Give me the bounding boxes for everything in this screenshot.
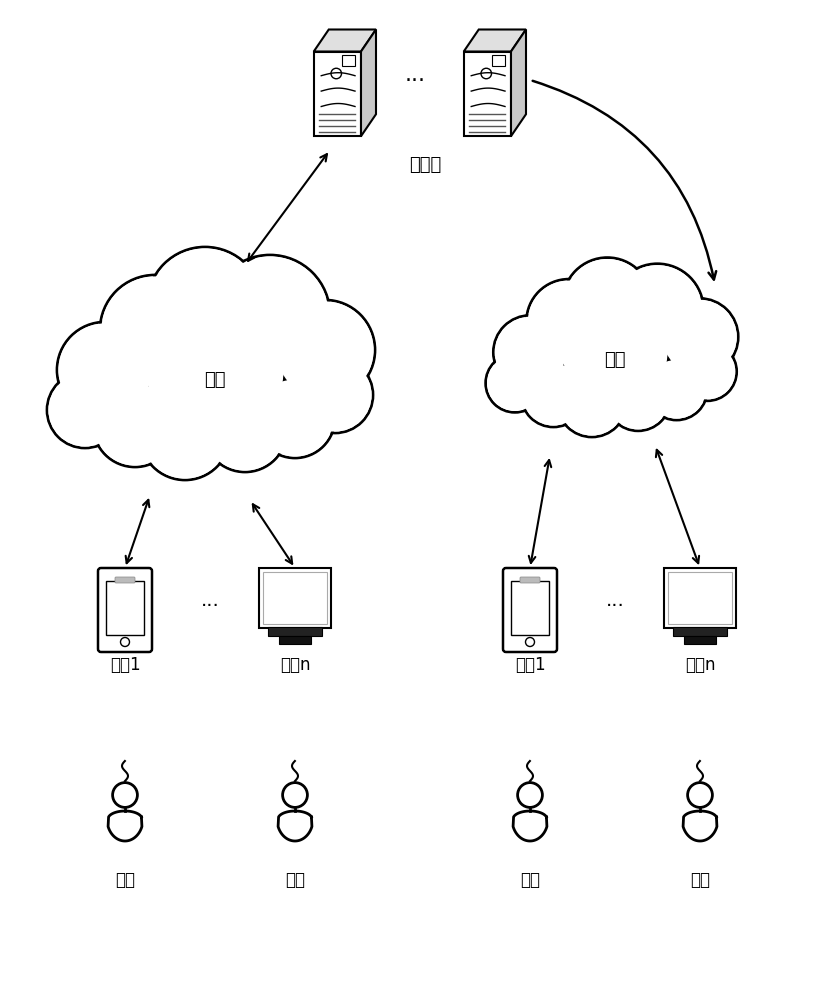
Circle shape xyxy=(275,300,375,400)
Text: ...: ... xyxy=(605,590,624,609)
Circle shape xyxy=(203,388,287,472)
Circle shape xyxy=(140,390,230,480)
FancyBboxPatch shape xyxy=(491,55,505,66)
FancyBboxPatch shape xyxy=(98,568,152,652)
Circle shape xyxy=(562,300,667,405)
Circle shape xyxy=(494,315,567,389)
Text: 用户: 用户 xyxy=(285,871,305,889)
Text: 服务器: 服务器 xyxy=(409,156,441,174)
FancyBboxPatch shape xyxy=(259,568,331,628)
Circle shape xyxy=(147,247,263,363)
Text: 用户: 用户 xyxy=(520,871,540,889)
Circle shape xyxy=(100,275,210,385)
Text: 终端1: 终端1 xyxy=(514,656,545,674)
Circle shape xyxy=(146,301,284,439)
Circle shape xyxy=(611,264,704,356)
Circle shape xyxy=(607,368,669,429)
Circle shape xyxy=(605,366,671,431)
Polygon shape xyxy=(464,51,511,136)
Text: 网络: 网络 xyxy=(605,351,626,369)
Circle shape xyxy=(521,362,586,427)
Polygon shape xyxy=(361,29,376,136)
Circle shape xyxy=(662,300,737,374)
Circle shape xyxy=(485,354,544,412)
Text: 用户: 用户 xyxy=(115,871,135,889)
FancyBboxPatch shape xyxy=(503,568,557,652)
Text: ...: ... xyxy=(201,590,219,609)
Circle shape xyxy=(256,379,333,457)
Circle shape xyxy=(613,265,702,355)
FancyBboxPatch shape xyxy=(263,572,327,624)
FancyArrowPatch shape xyxy=(533,81,716,280)
Circle shape xyxy=(121,638,130,647)
FancyBboxPatch shape xyxy=(672,627,728,636)
FancyBboxPatch shape xyxy=(511,581,549,635)
FancyBboxPatch shape xyxy=(520,577,540,583)
Polygon shape xyxy=(511,29,526,136)
Circle shape xyxy=(204,389,285,471)
FancyBboxPatch shape xyxy=(664,568,736,628)
Polygon shape xyxy=(313,51,361,136)
Circle shape xyxy=(102,276,208,384)
Circle shape xyxy=(562,258,652,347)
Circle shape xyxy=(527,279,611,364)
Circle shape xyxy=(523,364,585,426)
FancyBboxPatch shape xyxy=(106,581,144,635)
Text: 用户: 用户 xyxy=(690,871,710,889)
Text: 终端1: 终端1 xyxy=(110,656,141,674)
Circle shape xyxy=(210,255,330,375)
FancyBboxPatch shape xyxy=(684,636,716,644)
Circle shape xyxy=(525,638,534,647)
Polygon shape xyxy=(464,29,526,51)
Circle shape xyxy=(141,391,228,479)
Circle shape xyxy=(49,373,122,447)
FancyBboxPatch shape xyxy=(115,577,135,583)
Circle shape xyxy=(255,378,335,458)
Circle shape xyxy=(57,322,153,418)
Text: 网络: 网络 xyxy=(204,371,226,389)
Text: 终竭n: 终竭n xyxy=(685,656,715,674)
Polygon shape xyxy=(313,29,376,51)
FancyBboxPatch shape xyxy=(268,627,323,636)
Circle shape xyxy=(646,358,707,420)
Circle shape xyxy=(564,259,651,346)
FancyBboxPatch shape xyxy=(668,572,732,624)
Circle shape xyxy=(148,248,261,362)
Circle shape xyxy=(299,358,371,432)
Circle shape xyxy=(648,360,706,419)
Circle shape xyxy=(662,298,739,375)
Circle shape xyxy=(47,372,123,448)
Circle shape xyxy=(528,281,609,362)
Circle shape xyxy=(557,368,627,437)
Circle shape xyxy=(495,317,566,388)
Circle shape xyxy=(59,323,151,417)
Circle shape xyxy=(94,384,175,466)
FancyBboxPatch shape xyxy=(342,55,355,66)
Circle shape xyxy=(559,369,625,436)
Circle shape xyxy=(93,383,177,467)
Circle shape xyxy=(145,300,285,440)
Circle shape xyxy=(680,344,735,399)
Circle shape xyxy=(297,357,373,433)
Circle shape xyxy=(678,342,737,401)
Circle shape xyxy=(212,256,328,374)
Circle shape xyxy=(561,298,669,406)
Circle shape xyxy=(276,301,374,399)
Text: 终竭n: 终竭n xyxy=(280,656,310,674)
Text: ...: ... xyxy=(404,65,426,85)
FancyBboxPatch shape xyxy=(280,636,311,644)
Circle shape xyxy=(487,355,543,411)
